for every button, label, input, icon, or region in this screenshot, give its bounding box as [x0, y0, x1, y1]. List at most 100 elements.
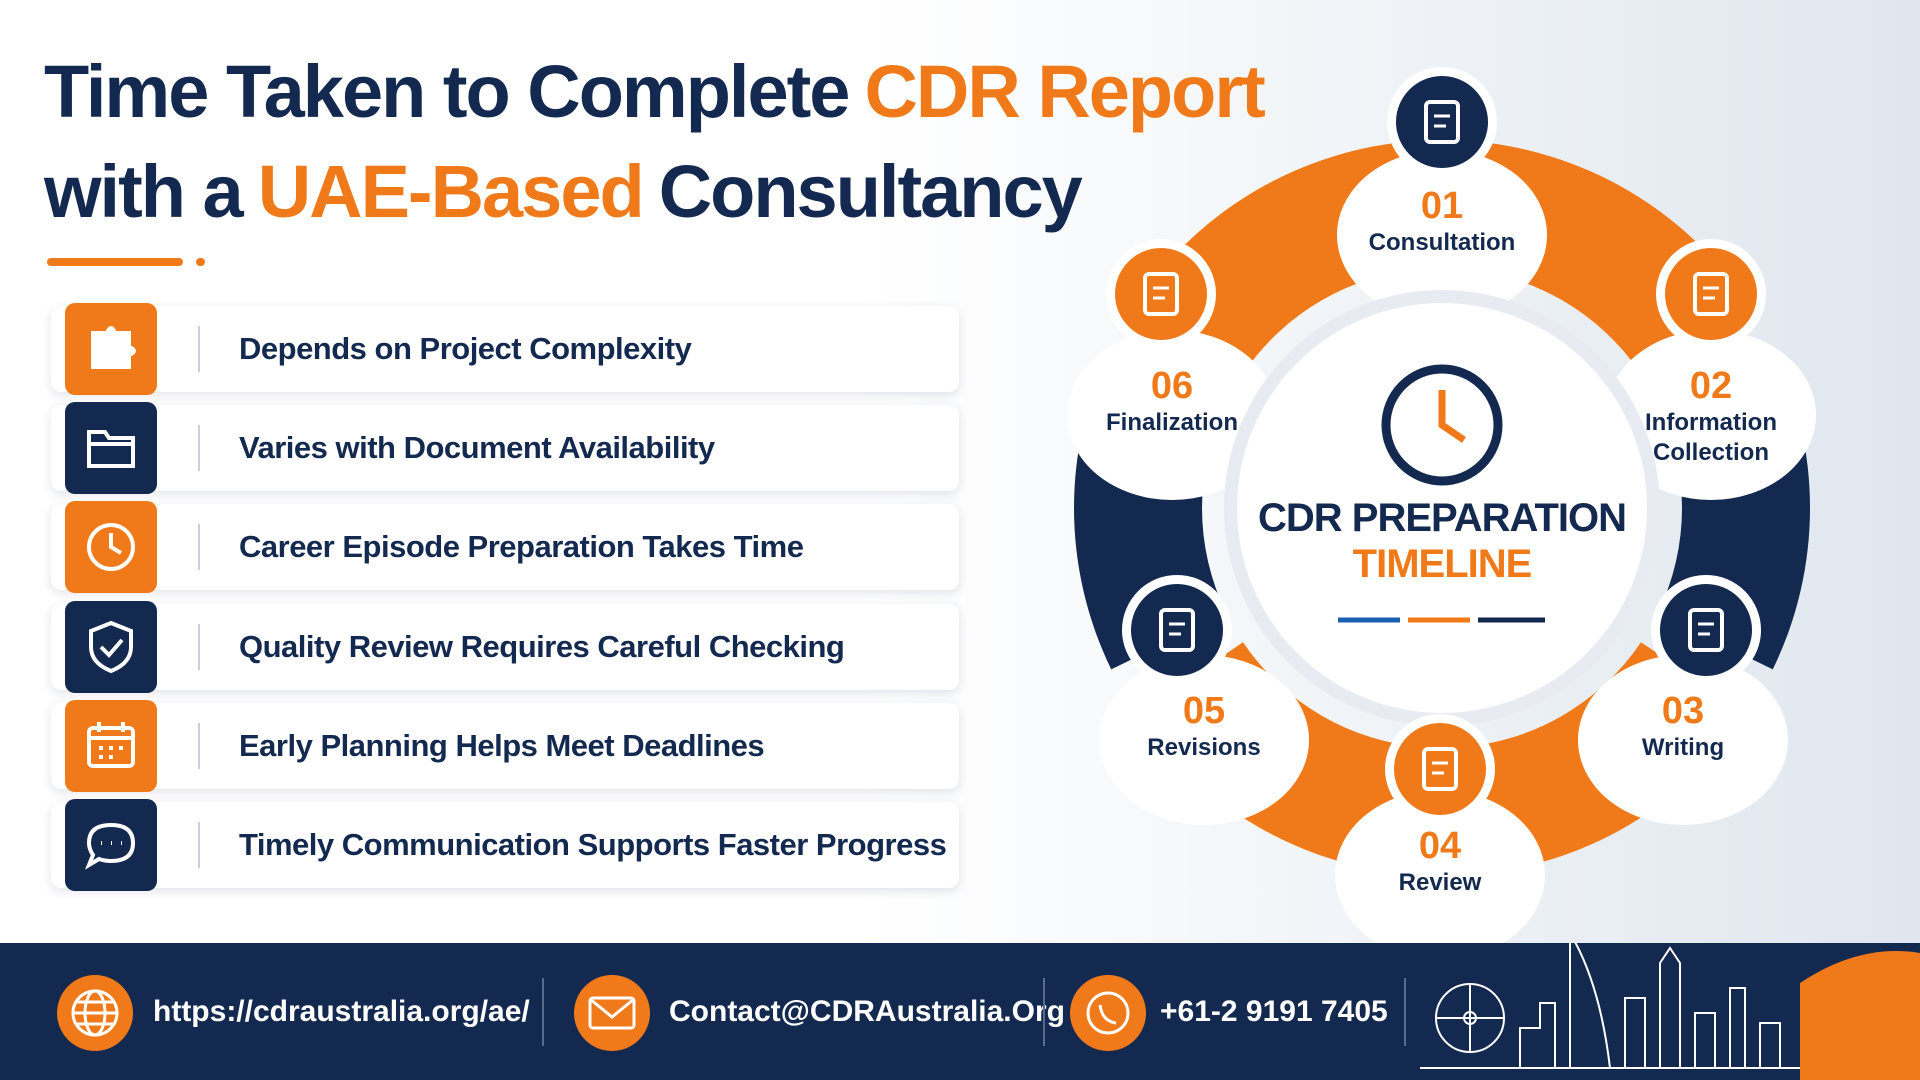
factor-text: Varies with Document Availability	[239, 430, 715, 466]
clock-hands	[1438, 390, 1466, 443]
divider	[1404, 978, 1406, 1046]
globe-lines	[71, 989, 119, 1037]
icon-glyph	[1698, 622, 1714, 636]
step-label: 05 Revisions	[1114, 690, 1294, 763]
glyph	[89, 620, 133, 673]
icon-glyph	[1703, 286, 1719, 300]
step-name: Revisions	[1147, 734, 1261, 761]
email-icon	[574, 975, 650, 1051]
clock	[1381, 364, 1503, 486]
icon-glyph	[1169, 622, 1185, 636]
divider	[198, 623, 200, 670]
icon-glyph	[1422, 747, 1458, 791]
label-backdrop	[1335, 790, 1545, 943]
website[interactable]: https://cdraustralia.org/ae/	[153, 995, 530, 1028]
step-number: 06	[1150, 365, 1194, 407]
label-backdrop	[1578, 655, 1788, 825]
corner-accent	[1800, 951, 1920, 1080]
glyph-part	[89, 620, 133, 673]
step-label: 01 Consultation	[1352, 185, 1532, 258]
factor-text: Depends on Project Complexity	[239, 331, 692, 366]
divider	[198, 326, 200, 372]
glyph	[84, 822, 136, 870]
divider	[1043, 978, 1045, 1046]
glyph-part	[99, 638, 124, 658]
factor-icon	[65, 303, 157, 395]
factor-row: Depends on Project Complexity	[51, 303, 959, 395]
step-label: 03 Writing	[1593, 690, 1773, 763]
step-number: 01	[1420, 185, 1464, 227]
factor-icon	[65, 402, 157, 495]
glyph-part	[109, 533, 123, 556]
divider	[198, 524, 200, 571]
icon-glyph	[1693, 272, 1729, 316]
glyph-part	[87, 523, 135, 572]
center-title: CDR PREPARATION TIMELINE	[1242, 495, 1642, 587]
title-part: CDR Report	[864, 50, 1265, 133]
factor-icon	[65, 501, 157, 594]
glyph-part	[87, 430, 135, 469]
title-line: Time Taken to Complete CDR Report	[44, 42, 1280, 142]
icon-glyph	[1432, 761, 1448, 775]
skyline	[1420, 943, 1800, 1069]
divider	[198, 822, 200, 868]
factor-row: Career Episode Preparation Takes Time	[51, 501, 959, 594]
divider	[198, 425, 200, 472]
title-line: with a UAE-Based Consultancy	[44, 142, 1280, 242]
factor-icon	[65, 600, 157, 693]
accent-dot	[196, 258, 205, 266]
icon-glyph	[89, 620, 133, 673]
center-disc	[1237, 303, 1647, 713]
icon-glyph	[1153, 286, 1169, 300]
glyph-part	[84, 822, 136, 870]
divider	[198, 722, 200, 769]
center-line: TIMELINE	[1352, 542, 1533, 586]
label-backdrop	[1606, 330, 1816, 500]
title-part: Consultancy	[658, 150, 1083, 233]
glyph-part	[97, 721, 125, 759]
divider	[542, 978, 544, 1046]
phone[interactable]: +61-2 9191 7405	[1160, 995, 1388, 1028]
icon-glyph	[84, 822, 136, 870]
factor-row: Early Planning Helps Meet Deadlines	[51, 699, 959, 792]
glyph	[87, 430, 135, 469]
label-backdrop	[1337, 150, 1547, 320]
step-icon	[1115, 248, 1207, 340]
step-name: Review	[1398, 869, 1482, 896]
title-part: UAE-Based	[257, 150, 645, 233]
step-name: Finalization	[1106, 409, 1238, 436]
label-backdrop	[1099, 655, 1309, 825]
footer: https://cdraustralia.org/ae/ Contact@CDR…	[0, 943, 1920, 1080]
step-label: 06 Finalization	[1082, 365, 1262, 438]
factor-icon	[65, 799, 157, 891]
icon-glyph	[87, 430, 135, 469]
email-lines	[588, 996, 636, 1030]
email[interactable]: Contact@CDRAustralia.Org	[669, 995, 1065, 1028]
icon-glyph	[1424, 100, 1460, 144]
step-number: 03	[1661, 690, 1705, 732]
factor-row: Timely Communication Supports Faster Pro…	[51, 799, 959, 891]
factor-row: Varies with Document Availability	[51, 402, 959, 495]
cycle-diagram	[1074, 76, 1816, 943]
step-icon	[1396, 76, 1488, 168]
step-label: 02 Information Collection	[1621, 365, 1801, 468]
factor-text: Timely Communication Supports Faster Pro…	[239, 827, 947, 862]
factor-text: Career Episode Preparation Takes Time	[239, 529, 804, 565]
factor-icon	[65, 699, 157, 792]
factor-text: Quality Review Requires Careful Checking	[239, 628, 845, 664]
title-part: Time Taken to Complete	[44, 50, 850, 133]
step-number: 02	[1689, 365, 1733, 407]
glyph-part	[91, 326, 136, 369]
step-name: Information Collection	[1645, 409, 1777, 466]
glyph	[87, 523, 135, 572]
step-number: 05	[1182, 690, 1226, 732]
step-label: 04 Review	[1350, 825, 1530, 898]
icon-glyph	[1688, 608, 1724, 652]
phone-lines	[1086, 991, 1130, 1035]
step-number: 04	[1418, 825, 1462, 867]
icon-glyph	[87, 721, 135, 768]
glyph	[87, 721, 135, 768]
accent-line	[47, 258, 183, 266]
icon-glyph	[1434, 114, 1450, 128]
